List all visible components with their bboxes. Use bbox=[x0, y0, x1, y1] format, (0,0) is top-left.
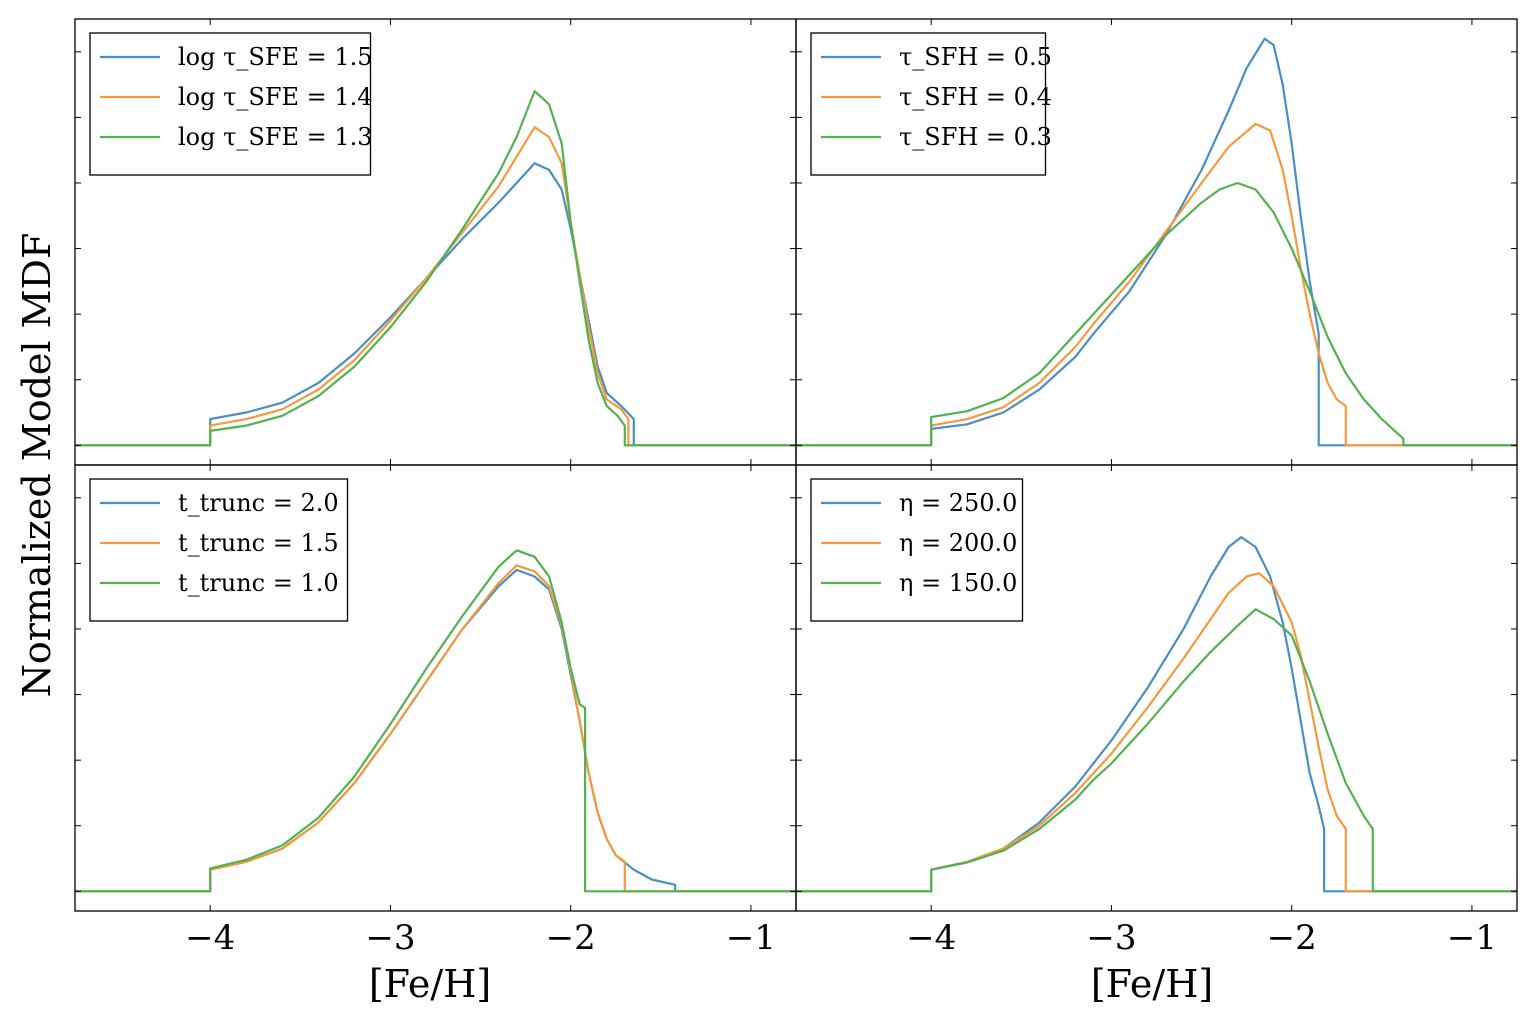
x-tick-label: −3 bbox=[365, 918, 415, 958]
x-tick-label: −2 bbox=[546, 918, 596, 958]
series-line-2 bbox=[75, 564, 796, 893]
series-line-1 bbox=[796, 37, 1517, 447]
legend-label: η = 150.0 bbox=[899, 569, 1017, 597]
panel-top-left: log τ_SFE = 1.5 log τ_SFE = 1.4 log τ_SFE … bbox=[74, 18, 797, 466]
legend-label: η = 200.0 bbox=[899, 529, 1017, 557]
series-line-3 bbox=[75, 549, 796, 893]
x-tick-label: −2 bbox=[1267, 918, 1317, 958]
series-line-3 bbox=[75, 90, 796, 447]
panels-group: log τ_SFE = 1.5 log τ_SFE = 1.4 log τ_SFE … bbox=[74, 18, 1518, 958]
legend-label: t_trunc = 1.0 bbox=[178, 569, 339, 597]
x-tick-label: −3 bbox=[1086, 918, 1136, 958]
legend: log τ_SFE = 1.5 log τ_SFE = 1.4 log τ_SFE … bbox=[89, 32, 373, 176]
series-group bbox=[796, 37, 1517, 447]
legend-label: τ_SFH = 0.4 bbox=[899, 83, 1052, 111]
series-line-3 bbox=[796, 608, 1517, 893]
legend: t_trunc = 2.0 t_trunc = 1.5 t_trunc = 1.0 bbox=[89, 478, 349, 622]
x-axis-label-right: [Fe/H] bbox=[1091, 962, 1213, 1006]
x-tick-label: −4 bbox=[185, 918, 235, 958]
x-tick-label: −4 bbox=[906, 918, 956, 958]
legend: η = 250.0 η = 200.0 η = 150.0 bbox=[810, 478, 1024, 622]
legend-label: t_trunc = 1.5 bbox=[178, 529, 339, 557]
legend-label: t_trunc = 2.0 bbox=[178, 489, 339, 517]
legend-label: log τ_SFE = 1.3 bbox=[178, 123, 373, 151]
series-group bbox=[75, 549, 796, 893]
series-line-2 bbox=[796, 572, 1517, 893]
legend-label: log τ_SFE = 1.5 bbox=[178, 43, 373, 71]
legend-label: η = 250.0 bbox=[899, 489, 1017, 517]
x-tick-label: −1 bbox=[1447, 918, 1497, 958]
legend: τ_SFH = 0.5 τ_SFH = 0.4 τ_SFH = 0.3 bbox=[810, 32, 1052, 176]
x-tick-label: −1 bbox=[726, 918, 776, 958]
panel-bottom-right: −4 −3 −2 −1 η = 250.0 η = 200.0 η = 150.0 bbox=[795, 464, 1518, 958]
x-axis-label-left: [Fe/H] bbox=[369, 962, 491, 1006]
series-line-2 bbox=[75, 126, 796, 447]
legend-label: log τ_SFE = 1.4 bbox=[178, 83, 373, 111]
y-axis-label: Normalized Model MDF bbox=[15, 233, 59, 698]
panel-top-right: τ_SFH = 0.5 τ_SFH = 0.4 τ_SFH = 0.3 bbox=[795, 18, 1518, 466]
series-line-1 bbox=[75, 162, 796, 447]
series-line-2 bbox=[796, 122, 1517, 447]
series-group bbox=[796, 536, 1517, 893]
legend-label: τ_SFH = 0.5 bbox=[899, 43, 1052, 71]
series-line-3 bbox=[796, 181, 1517, 447]
panel-bottom-left: −4 −3 −2 −1t_trunc = 2.0t_trunc = 1.5t_trun… bbox=[74, 464, 797, 958]
legend-label: τ_SFH = 0.3 bbox=[899, 123, 1052, 151]
series-group bbox=[75, 90, 796, 447]
plot-frame bbox=[795, 464, 1518, 912]
